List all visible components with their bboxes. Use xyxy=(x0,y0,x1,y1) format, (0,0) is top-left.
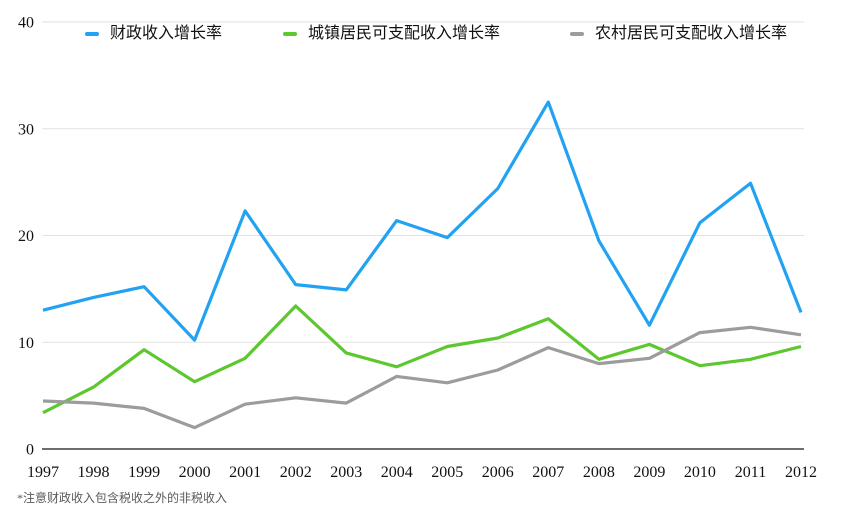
svg-text:30: 30 xyxy=(18,121,34,138)
svg-text:40: 40 xyxy=(18,15,34,32)
svg-text:20: 20 xyxy=(18,228,34,245)
svg-text:2012: 2012 xyxy=(785,464,817,481)
svg-text:0: 0 xyxy=(26,442,34,459)
legend-item-urban: 城镇居民可支配收入增长率 xyxy=(283,25,500,43)
svg-text:2001: 2001 xyxy=(229,464,261,481)
svg-text:1997: 1997 xyxy=(27,464,59,481)
svg-text:2009: 2009 xyxy=(633,464,665,481)
svg-text:2005: 2005 xyxy=(431,464,463,481)
legend-label-rural: 农村居民可支配收入增长率 xyxy=(595,25,788,42)
legend-line-swatch-fiscal xyxy=(85,32,99,36)
legend-line-swatch-urban xyxy=(283,32,297,36)
legend-item-fiscal: 财政收入增长率 xyxy=(85,25,222,43)
svg-text:2010: 2010 xyxy=(684,464,716,481)
svg-text:2011: 2011 xyxy=(735,464,766,481)
svg-text:2006: 2006 xyxy=(482,464,514,481)
svg-text:1998: 1998 xyxy=(78,464,110,481)
legend-line-swatch-rural xyxy=(570,32,584,36)
svg-text:2004: 2004 xyxy=(381,464,413,481)
chart-footnote: *注意财政收入包含税收之外的非税收入 xyxy=(17,491,228,505)
svg-text:1999: 1999 xyxy=(128,464,160,481)
svg-text:10: 10 xyxy=(18,335,34,352)
legend-label-fiscal: 财政收入增长率 xyxy=(110,25,223,42)
svg-text:2002: 2002 xyxy=(280,464,312,481)
legend-item-rural: 农村居民可支配收入增长率 xyxy=(570,25,787,43)
legend-label-urban: 城镇居民可支配收入增长率 xyxy=(308,25,501,42)
svg-text:2003: 2003 xyxy=(330,464,362,481)
svg-text:2008: 2008 xyxy=(583,464,615,481)
svg-text:2007: 2007 xyxy=(532,464,564,481)
svg-text:2000: 2000 xyxy=(179,464,211,481)
